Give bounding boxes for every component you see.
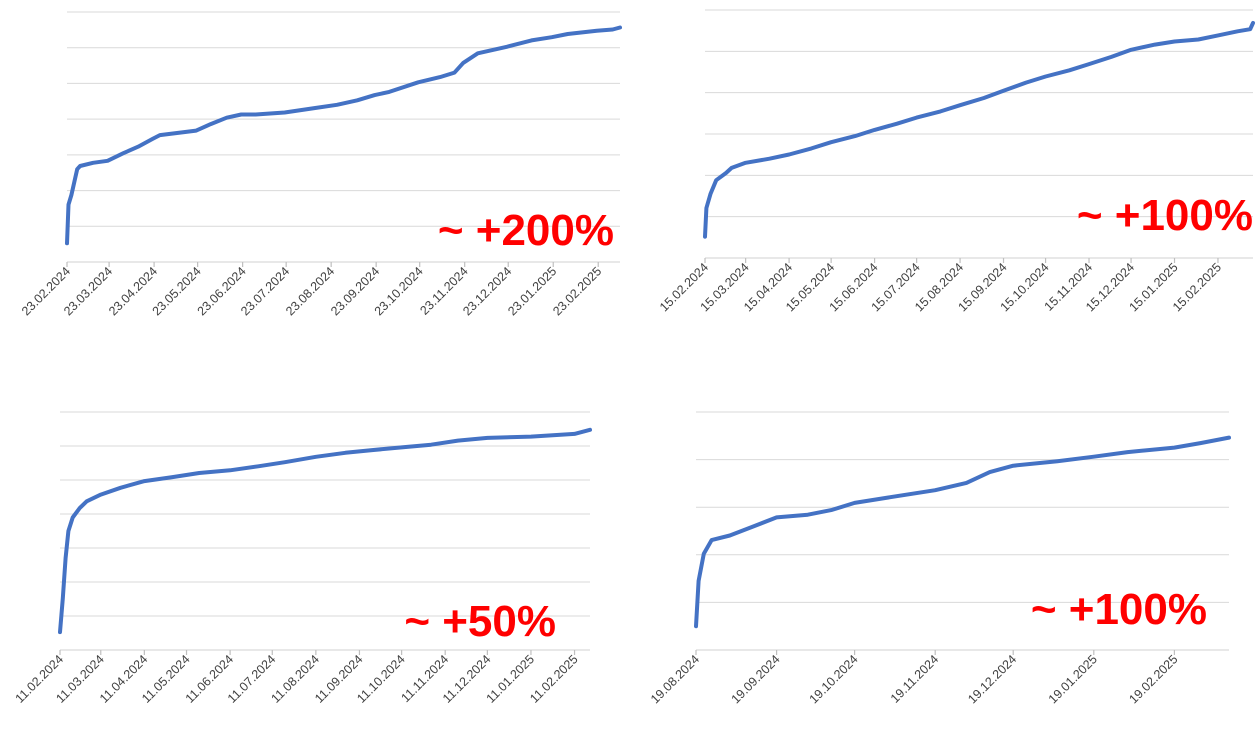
growth-annotation: ~ +50% <box>404 597 556 646</box>
x-tick-label: 19.01.2025 <box>1046 652 1100 706</box>
series-line <box>58 427 592 635</box>
series-line <box>65 25 622 246</box>
chart-bottom-right: 19.08.2024 19.09.2024 19.10.2024 19.11.2024… <box>648 411 1231 706</box>
chart-top-left: 23.02.202423.03.202423.04.202423.05.2024… <box>19 11 622 318</box>
chart-top-right: 15.02.202415.03.202415.04.202415.05.2024… <box>657 9 1255 314</box>
x-tick-label: 11.02.2025 <box>527 652 581 706</box>
growth-annotation: ~ +100% <box>1077 191 1253 240</box>
x-tick-label: 19.11.2024 <box>888 652 942 706</box>
x-tick-label: 19.09.2024 <box>729 652 783 706</box>
x-tick-label: 23.02.2025 <box>550 264 604 318</box>
growth-annotation: ~ +100% <box>1031 585 1207 634</box>
x-tick-label: 19.10.2024 <box>807 652 861 706</box>
series-line <box>703 21 1255 239</box>
x-tick-label: 19.08.2024 <box>648 652 702 706</box>
x-tick-label: 19.02.2025 <box>1126 652 1180 706</box>
growth-annotation: ~ +200% <box>438 206 614 255</box>
series-line <box>694 435 1231 629</box>
x-tick-label: 19.12.2024 <box>965 652 1019 706</box>
chart-bottom-left: 11.02.202411.03.202411.04.202411.05.2024… <box>13 411 592 706</box>
